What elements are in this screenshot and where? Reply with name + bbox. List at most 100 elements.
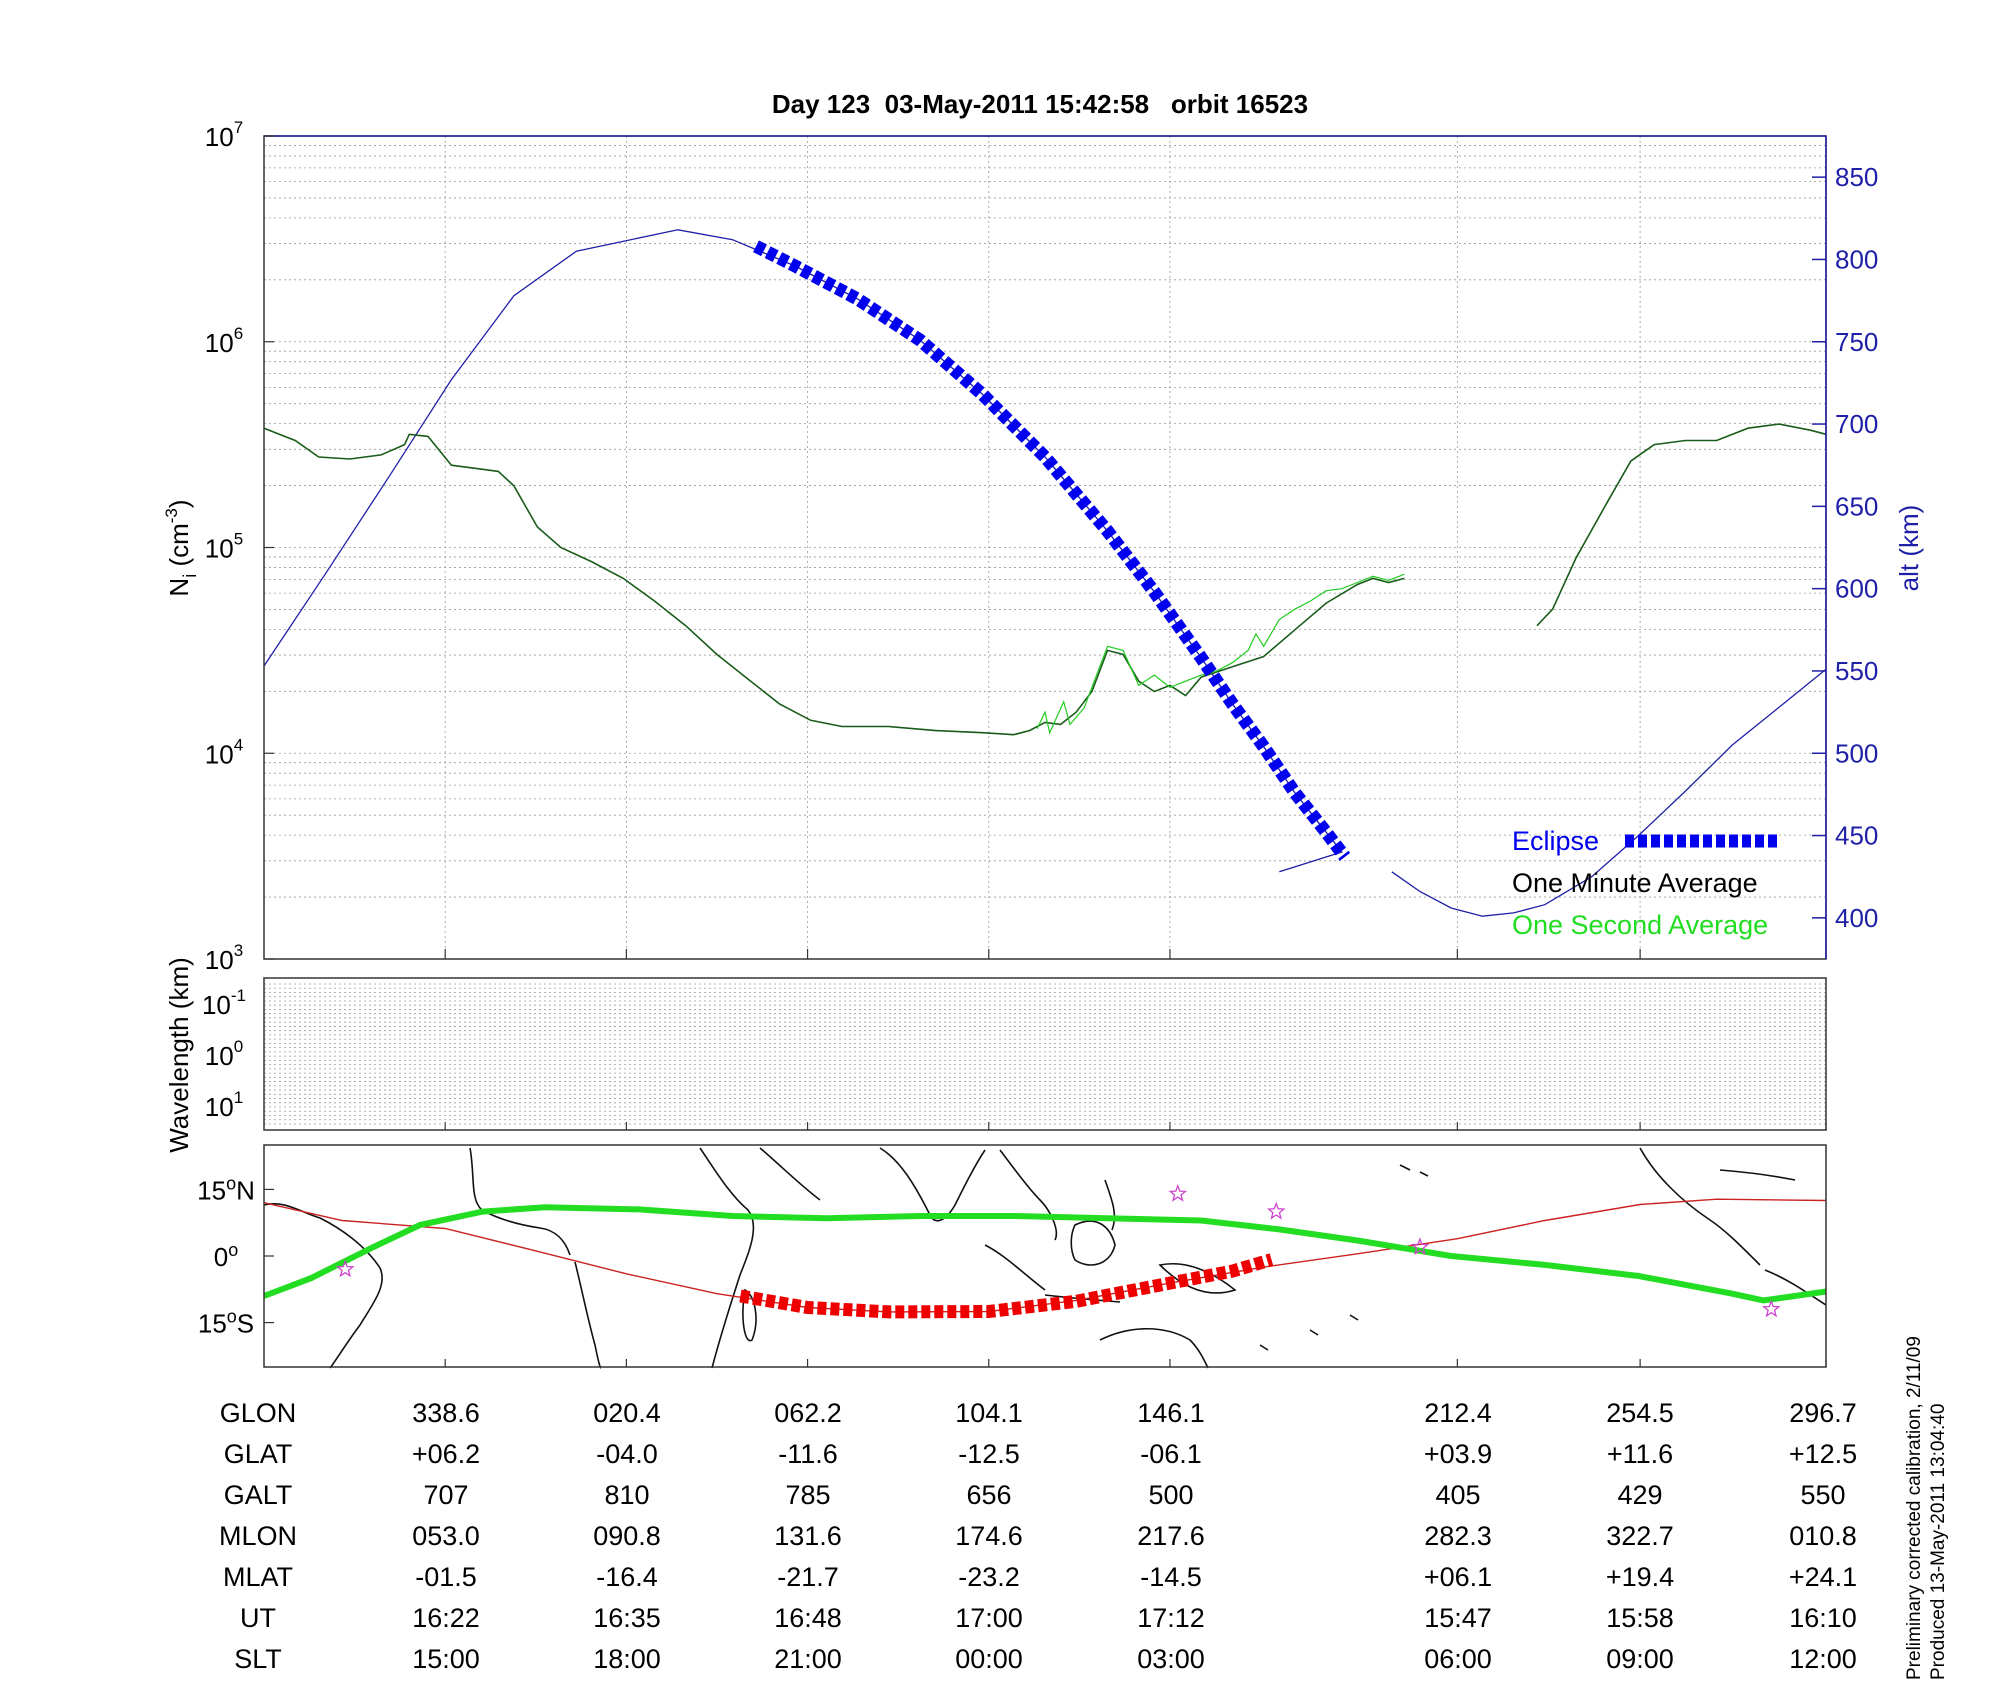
altitude-y-tick-label: 550 [1835, 656, 1878, 686]
altitude-series [263, 229, 1827, 917]
table-cell: 16:10 [1789, 1603, 1857, 1633]
table-cell: 707 [423, 1480, 468, 1510]
table-cell: 500 [1148, 1480, 1193, 1510]
star-marker [1266, 1201, 1286, 1220]
table-cell: -06.1 [1140, 1439, 1202, 1469]
table-cell: 322.7 [1606, 1521, 1674, 1551]
wavelength-y-tick-label: 10-1 [202, 986, 246, 1020]
altitude-y-label: alt (km) [1894, 505, 1924, 592]
map-y-tick-label: 0o [214, 1240, 238, 1272]
map-panel: 15oN 0o 15oS [197, 1144, 1827, 1369]
map-plot-frame [263, 1144, 1827, 1368]
table-cell: 17:12 [1137, 1603, 1205, 1633]
table-cell: 15:47 [1424, 1603, 1492, 1633]
altitude-line [263, 229, 1343, 873]
eclipse-line [753, 240, 1351, 861]
table-cell: +24.1 [1789, 1562, 1857, 1592]
density-y-label-unit-open: (cm [164, 523, 194, 574]
coastline-india [879, 1147, 986, 1222]
world-coastlines [263, 1147, 1827, 1369]
wavelength-y-ticks: 10-1 100 101 [202, 986, 246, 1122]
table-cell: +06.1 [1424, 1562, 1492, 1592]
density-y-label-unit-close: ) [164, 499, 194, 508]
wavelength-y-tick-label: 101 [205, 1088, 243, 1122]
eclipse-series [753, 240, 1351, 861]
map-tracks [262, 1183, 1827, 1319]
table-cell: 06:00 [1424, 1644, 1492, 1674]
table-row-label: GLAT [224, 1439, 293, 1469]
table-cell: 212.4 [1424, 1398, 1492, 1428]
table-cell: 053.0 [412, 1521, 480, 1551]
altitude-y-tick-label: 650 [1835, 491, 1878, 521]
table-cell: -14.5 [1140, 1562, 1202, 1592]
legend-one-second-label: One Second Average [1512, 910, 1768, 940]
table-cell: -21.7 [777, 1562, 839, 1592]
legend-one-minute-label: One Minute Average [1512, 868, 1758, 898]
density-y-tick-label: 107 [205, 118, 243, 152]
altitude-y-tick-label: 600 [1835, 574, 1878, 604]
table-cell: 656 [966, 1480, 1011, 1510]
table-cell: -12.5 [958, 1439, 1020, 1469]
wavelength-plot-frame [263, 977, 1827, 1131]
coastline-philippines [1104, 1179, 1116, 1231]
eclipse-track-line [739, 1253, 1274, 1319]
density-one-second-series [1036, 573, 1405, 735]
density-y-tick-label: 105 [205, 530, 243, 564]
coastline-africa-east [699, 1147, 755, 1369]
table-cell: 550 [1800, 1480, 1845, 1510]
table-cell: 00:00 [955, 1644, 1023, 1674]
density-one-minute-line [1536, 423, 1827, 627]
density-y-label-unit-sup: -3 [162, 508, 181, 523]
density-y-label-base: N [164, 578, 194, 597]
legend-eclipse-label: Eclipse [1512, 826, 1599, 856]
map-y-ticks: 15oN 0o 15oS [197, 1173, 274, 1339]
table-cell: -23.2 [958, 1562, 1020, 1592]
table-cell: 15:58 [1606, 1603, 1674, 1633]
table-row-label: SLT [234, 1644, 282, 1674]
table-cell: 09:00 [1606, 1644, 1674, 1674]
table-row-label: GALT [224, 1480, 293, 1510]
table-cell: 785 [785, 1480, 830, 1510]
coastline-sumatra [984, 1244, 1046, 1291]
table-cell: 16:22 [412, 1603, 480, 1633]
table-cell: 217.6 [1137, 1521, 1205, 1551]
altitude-y-ticks: 400 450 500 550 600 650 700 750 800 850 [1812, 162, 1878, 933]
density-vertical-grid [444, 136, 1827, 1367]
density-grid [264, 145, 1826, 960]
orbit-table: GLON 338.6 020.4 062.2 104.1 146.1 212.4 254.5 2… [219, 1398, 1857, 1674]
star-marker [1761, 1299, 1781, 1318]
wavelength-grid [264, 983, 1826, 1125]
table-cell: 174.6 [955, 1521, 1023, 1551]
table-cell: -16.4 [596, 1562, 658, 1592]
table-cell: 12:00 [1789, 1644, 1857, 1674]
coastline-madagascar [742, 1288, 757, 1342]
table-cell: 282.3 [1424, 1521, 1492, 1551]
table-cell: 338.6 [412, 1398, 480, 1428]
star-marker [1410, 1237, 1430, 1256]
table-cell: +12.5 [1789, 1439, 1857, 1469]
table-cell: +11.6 [1607, 1439, 1673, 1469]
legend: Eclipse One Minute Average One Second Av… [1512, 826, 1778, 940]
table-cell: 010.8 [1789, 1521, 1857, 1551]
coastline-south-america [263, 1203, 383, 1369]
table-cell: 062.2 [774, 1398, 842, 1428]
density-y-tick-label: 106 [205, 324, 243, 358]
table-cell: 131.6 [774, 1521, 842, 1551]
table-cell: 18:00 [593, 1644, 661, 1674]
altitude-y-tick-label: 750 [1835, 327, 1878, 357]
star-marker [1168, 1183, 1188, 1202]
table-cell: +19.4 [1606, 1562, 1674, 1592]
table-cell: 296.7 [1789, 1398, 1857, 1428]
table-cell: -04.0 [596, 1439, 658, 1469]
density-panel: 103 104 105 106 107 400 450 500 550 600 650 700 750… [162, 118, 1924, 1367]
table-row-label: MLAT [223, 1562, 293, 1592]
table-cell: +03.9 [1424, 1439, 1492, 1469]
wavelength-y-label: Wavelength (km) [164, 957, 194, 1153]
map-y-tick-label: 15oN [197, 1173, 255, 1205]
table-cell: 146.1 [1137, 1398, 1205, 1428]
altitude-y-tick-label: 500 [1835, 738, 1878, 768]
dip-equator-line [262, 1204, 1827, 1304]
coastline-arabia [759, 1147, 821, 1201]
coastline-central-america [1639, 1147, 1761, 1266]
coastline-southeast-asia [999, 1149, 1058, 1241]
